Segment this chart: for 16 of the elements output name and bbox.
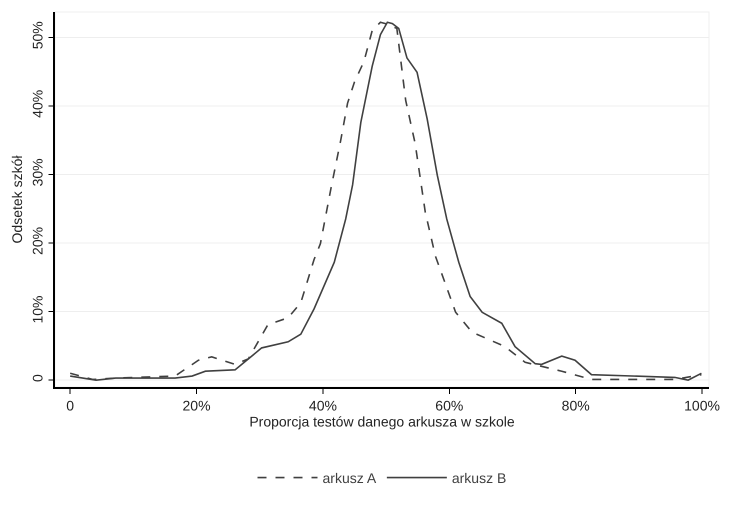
x-tick-label: 80% bbox=[562, 398, 590, 414]
x-tick-label: 60% bbox=[435, 398, 464, 414]
y-axis-title: Odsetek szkół bbox=[8, 154, 25, 244]
y-tick-label: 40% bbox=[30, 90, 46, 118]
x-tick-label: 100% bbox=[684, 398, 720, 414]
x-axis-title: Proporcja testów danego arkusza w szkole bbox=[249, 414, 515, 430]
legend-label: arkusz B bbox=[452, 470, 506, 486]
y-tick-label: 20% bbox=[30, 226, 46, 255]
y-tick-label: 30% bbox=[30, 158, 46, 186]
x-tick-label: 40% bbox=[308, 398, 337, 414]
y-tick-label: 10% bbox=[30, 295, 46, 324]
y-tick-label: 50% bbox=[30, 21, 46, 50]
x-tick-label: 20% bbox=[182, 398, 211, 414]
y-tick-label: 0 bbox=[30, 374, 46, 382]
x-tick-label: 0 bbox=[66, 398, 74, 414]
legend-label: arkusz A bbox=[322, 470, 377, 486]
